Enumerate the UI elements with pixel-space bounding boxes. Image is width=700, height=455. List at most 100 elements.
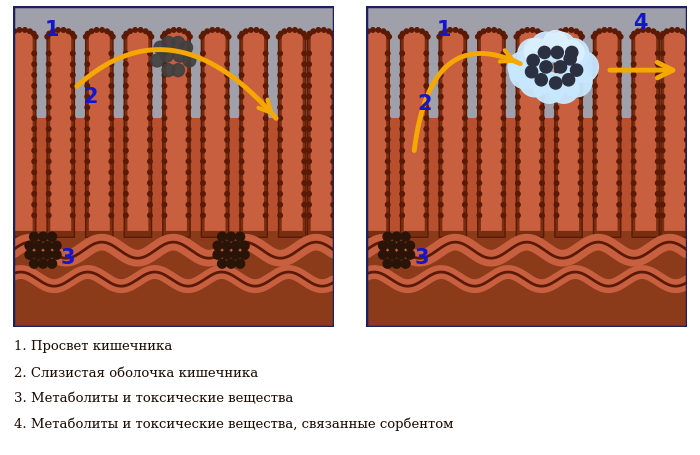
Circle shape [386,117,390,121]
Circle shape [361,138,366,143]
Circle shape [659,35,664,40]
Circle shape [617,160,622,164]
Circle shape [463,84,467,89]
Circle shape [463,203,467,207]
Polygon shape [13,231,334,328]
Circle shape [540,192,545,197]
Circle shape [508,52,539,83]
Polygon shape [635,32,656,231]
Circle shape [539,32,544,37]
Circle shape [501,63,505,67]
Circle shape [578,63,583,67]
Circle shape [392,233,401,242]
Circle shape [593,106,597,111]
Circle shape [463,138,467,143]
Circle shape [124,117,128,121]
Circle shape [554,149,559,153]
Circle shape [162,127,167,132]
Circle shape [124,138,128,143]
Circle shape [386,182,390,186]
Circle shape [302,63,307,67]
Circle shape [362,32,366,37]
Circle shape [501,192,505,197]
Circle shape [331,171,335,175]
Circle shape [594,32,598,37]
Circle shape [463,160,467,164]
Circle shape [597,30,601,35]
Circle shape [361,214,366,218]
Circle shape [122,35,127,40]
Circle shape [225,106,230,111]
Circle shape [554,74,559,78]
Circle shape [225,127,230,132]
Circle shape [550,78,562,90]
Circle shape [501,171,505,175]
Circle shape [302,106,307,111]
Circle shape [578,182,583,186]
Circle shape [680,30,685,35]
Polygon shape [13,151,334,174]
Circle shape [71,171,75,175]
Circle shape [531,29,535,33]
Circle shape [608,29,612,33]
Circle shape [225,203,230,207]
Circle shape [578,117,583,121]
Circle shape [32,95,36,100]
Circle shape [162,160,167,164]
Circle shape [400,203,405,207]
Circle shape [263,106,268,111]
Circle shape [437,35,442,40]
Circle shape [48,233,57,242]
Circle shape [685,106,689,111]
Circle shape [617,203,622,207]
Circle shape [302,74,307,78]
Circle shape [685,160,689,164]
Circle shape [186,84,191,89]
Circle shape [655,32,659,37]
Circle shape [424,117,428,121]
Circle shape [46,106,51,111]
Polygon shape [519,32,540,231]
Circle shape [331,138,335,143]
Circle shape [8,117,13,121]
Text: 2: 2 [83,87,98,107]
Circle shape [554,160,559,164]
Circle shape [388,242,397,251]
Circle shape [463,127,467,132]
Circle shape [240,251,249,260]
Circle shape [657,35,661,40]
Circle shape [386,192,390,197]
Circle shape [593,52,597,56]
Circle shape [259,30,264,35]
Circle shape [617,192,622,197]
Polygon shape [366,119,687,231]
Circle shape [661,32,665,37]
Circle shape [201,182,205,186]
Polygon shape [517,31,544,238]
Circle shape [405,251,414,260]
Circle shape [32,74,36,78]
Circle shape [361,182,366,186]
Circle shape [516,203,520,207]
Circle shape [263,84,268,89]
Circle shape [148,149,152,153]
Circle shape [239,149,244,153]
Circle shape [225,214,230,218]
Circle shape [331,192,335,197]
Circle shape [540,74,545,78]
Circle shape [307,106,312,111]
Circle shape [8,203,13,207]
Text: 3: 3 [414,248,428,268]
Circle shape [578,84,583,89]
Circle shape [386,63,390,67]
Circle shape [186,63,191,67]
Circle shape [180,42,193,55]
Circle shape [463,149,467,153]
Circle shape [531,33,561,64]
Polygon shape [163,31,190,238]
Circle shape [29,233,38,242]
Circle shape [379,251,388,260]
Circle shape [32,32,36,37]
Circle shape [540,127,545,132]
Circle shape [278,52,282,56]
